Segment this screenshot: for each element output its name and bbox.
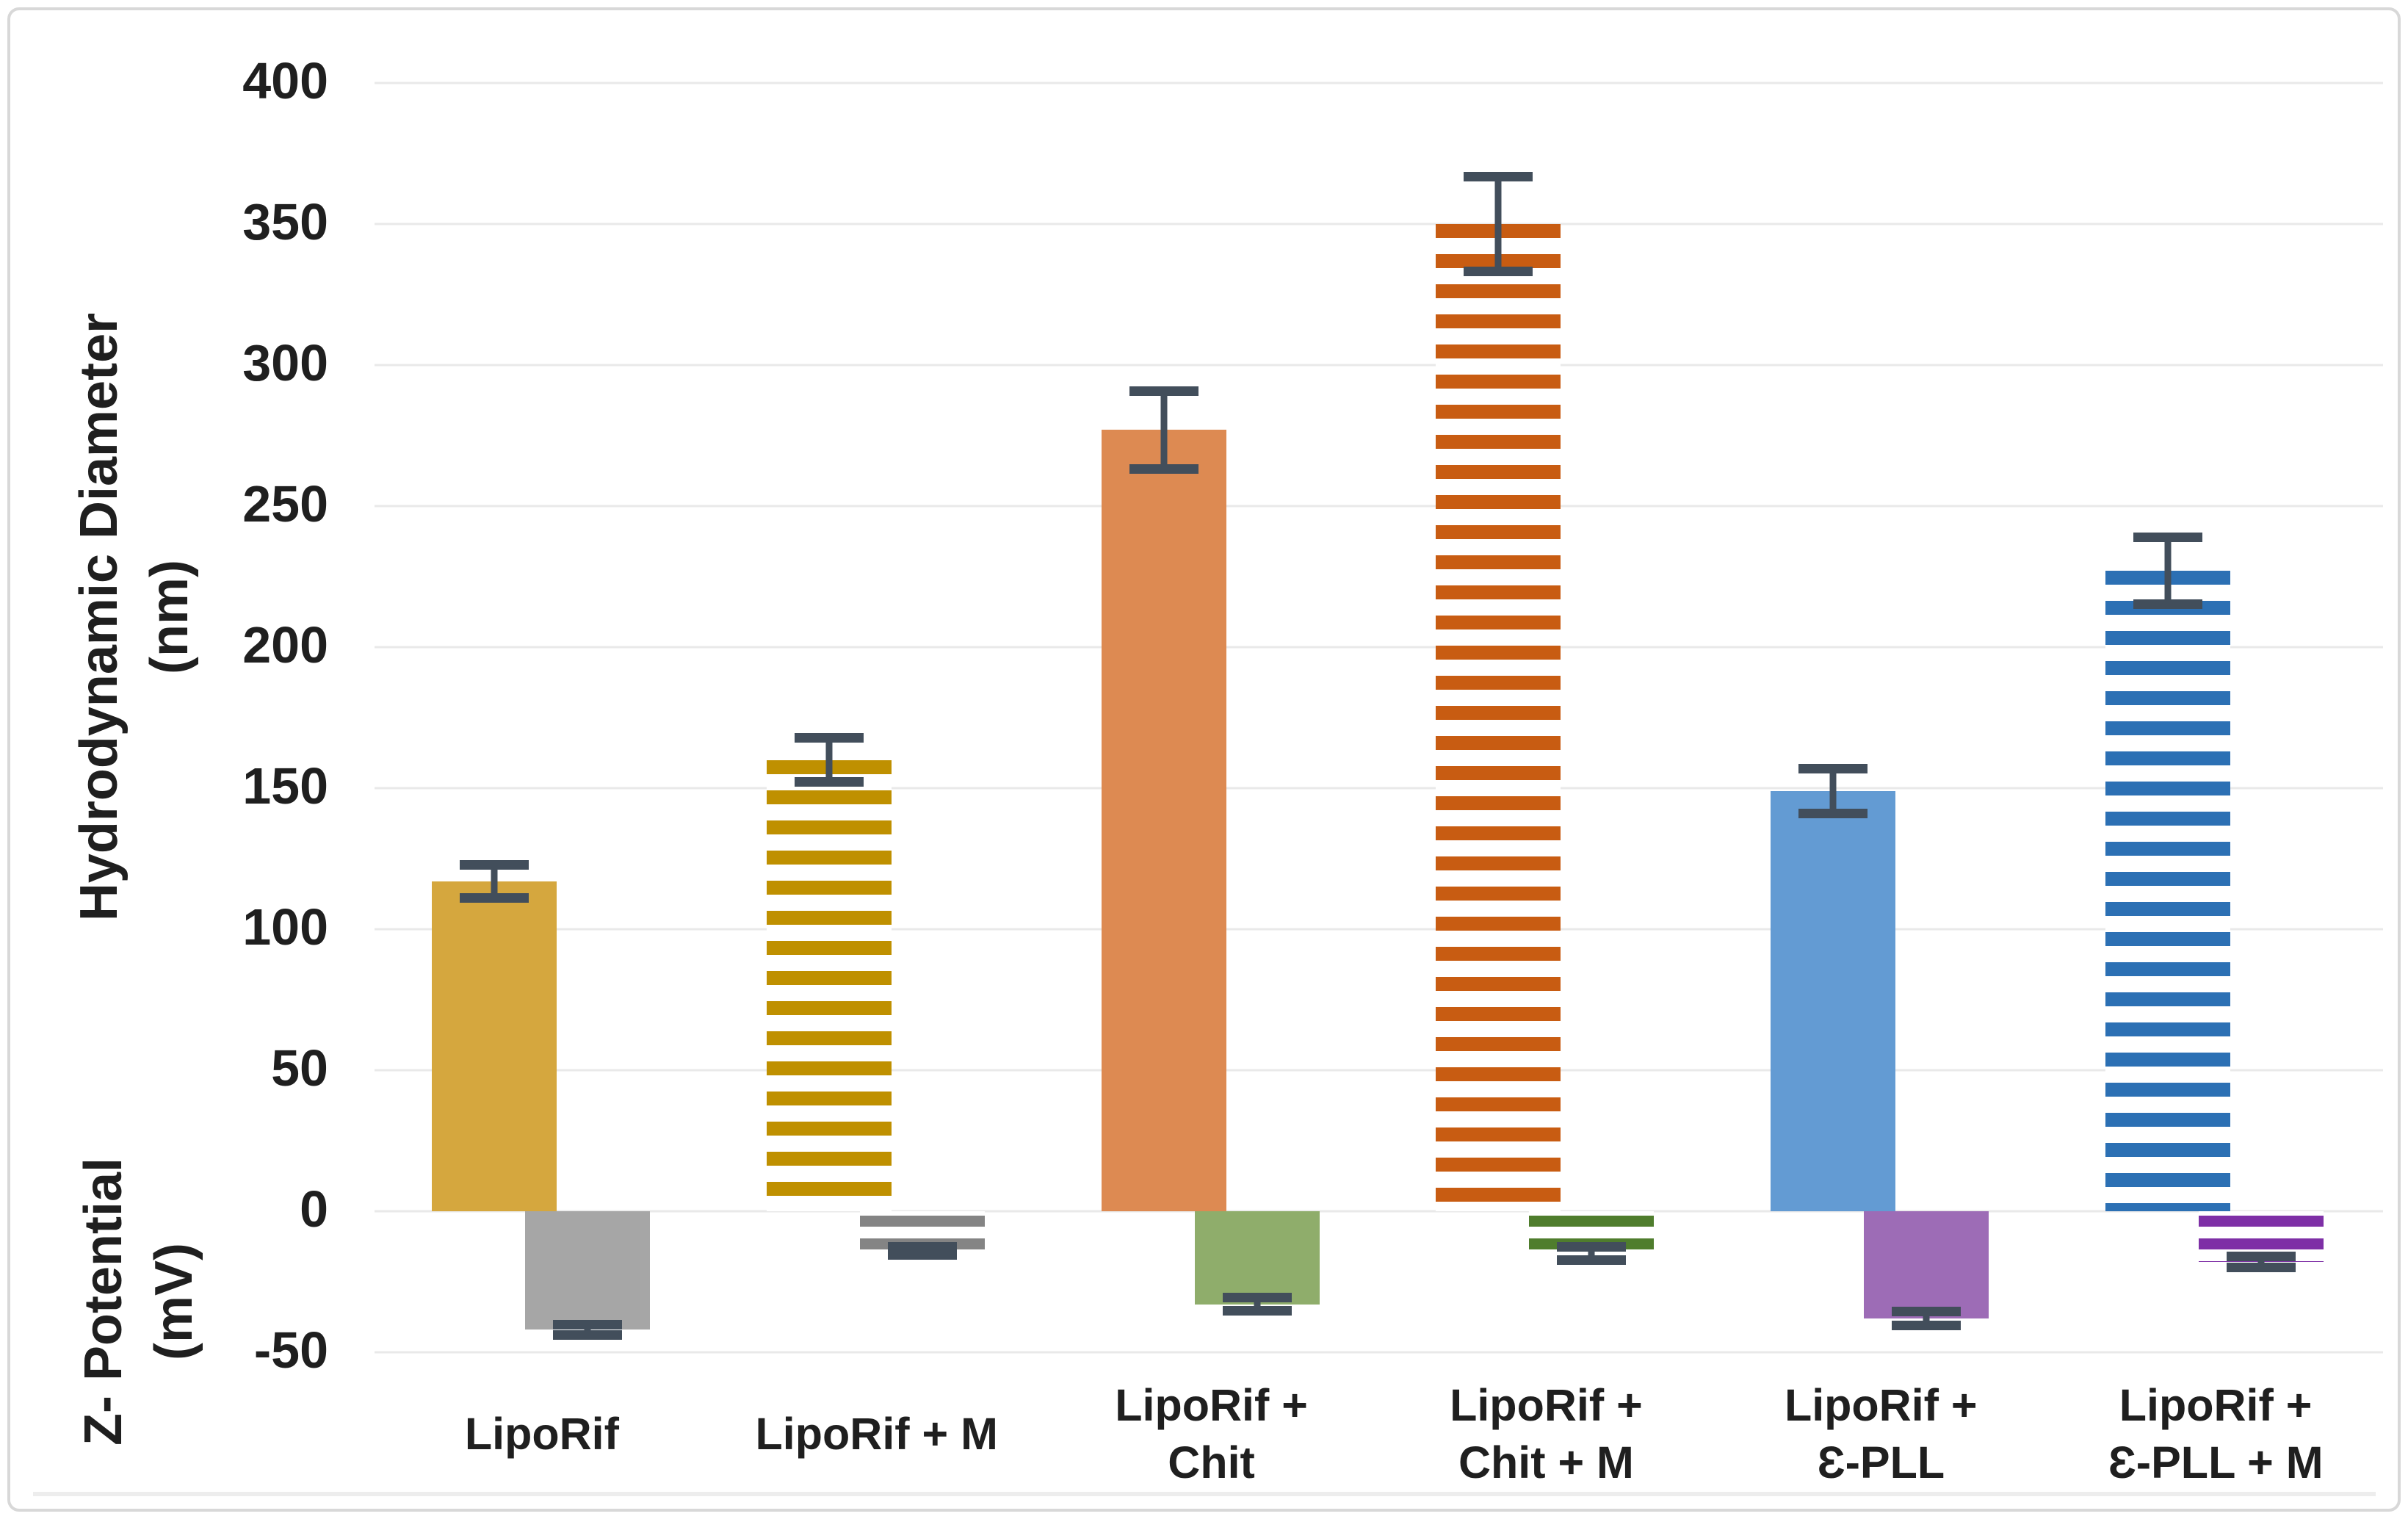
error-bar-cap-top [1892, 1307, 1962, 1317]
error-bar-cap-bottom [1892, 1320, 1962, 1330]
y-tick-label-250: 250 [242, 475, 328, 533]
error-bar-diameter-liporif [459, 859, 529, 903]
bar-diameter-liporif-chit-m [1436, 224, 1561, 1211]
bar-diameter-liporif-pll-m [2105, 571, 2231, 1211]
gridline-150 [375, 787, 2383, 790]
error-bar-stem [1923, 1311, 1930, 1326]
error-bar-cap-bottom [1557, 1255, 1627, 1266]
error-bar-stem [1588, 1246, 1595, 1261]
y-axis-title-diameter-line1: Hydrodynamic Diameter [70, 312, 129, 922]
bar-zeta-liporif [524, 1211, 650, 1330]
category-label-line: LipoRif + M [755, 1409, 998, 1459]
error-bar-cap-bottom [459, 892, 529, 903]
bar-diameter-liporif-chit [1101, 430, 1226, 1211]
category-label-line: Chit + M [1458, 1437, 1634, 1487]
error-bar-cap-bottom [1464, 267, 1533, 277]
bar-diameter-liporif [431, 881, 557, 1211]
gridline-0 [375, 1210, 2383, 1213]
error-bar-stem [1160, 390, 1168, 470]
error-bar-cap-top [887, 1242, 957, 1252]
gridline--50 [375, 1351, 2383, 1354]
y-tick-label-200: 200 [242, 616, 328, 674]
gridline-350 [375, 223, 2383, 225]
category-label-line: Ɛ-PLL [1817, 1437, 1945, 1487]
y-tick-label--50: -50 [253, 1321, 328, 1379]
category-label-liporif-chit-m: LipoRif + Chit + M [1370, 1375, 1722, 1493]
error-bar-diameter-liporif-pll [1798, 764, 1868, 818]
error-bar-stem [1254, 1297, 1261, 1312]
gridline-100 [375, 928, 2383, 931]
error-bar-zeta-liporif-m [887, 1242, 957, 1260]
error-bar-cap-top [1464, 171, 1533, 181]
error-bar-cap-top [552, 1319, 622, 1329]
gridline-300 [375, 364, 2383, 367]
error-bar-zeta-liporif-pll [1892, 1307, 1962, 1330]
error-bar-cap-bottom [887, 1249, 957, 1260]
gridline-200 [375, 646, 2383, 649]
category-label-line: LipoRif + [1450, 1380, 1643, 1430]
bar-diameter-liporif-pll [1771, 790, 1896, 1211]
error-bar-cap-bottom [2133, 599, 2203, 610]
y-tick-label-400: 400 [242, 52, 328, 110]
y-tick-label-300: 300 [242, 334, 328, 392]
category-label-line: LipoRif + [1115, 1380, 1308, 1430]
error-bar-diameter-liporif-m [794, 732, 864, 787]
error-bar-stem [584, 1324, 591, 1335]
axis-bottom-rule [33, 1492, 2376, 1496]
error-bar-cap-bottom [552, 1329, 622, 1340]
error-bar-cap-bottom [1798, 808, 1868, 818]
bar-diameter-liporif-m [766, 760, 892, 1211]
error-bar-stem [2257, 1256, 2265, 1268]
category-label-liporif: LipoRif [366, 1375, 718, 1493]
error-bar-cap-top [2227, 1252, 2296, 1262]
error-bar-cap-top [1798, 764, 1868, 774]
error-bar-stem [825, 737, 833, 783]
category-label-liporif-m: LipoRif + M [701, 1375, 1053, 1493]
gridline-400 [375, 82, 2383, 84]
bar-zeta-liporif-chit [1194, 1211, 1320, 1305]
y-axis-title-diameter: Hydrodynamic Diameter (nm) [64, 313, 205, 921]
y-tick-label-50: 50 [271, 1039, 328, 1097]
bar-zeta-liporif-pll [1864, 1211, 1989, 1318]
error-bar-cap-top [794, 732, 864, 743]
error-bar-cap-top [1129, 386, 1198, 396]
error-bar-zeta-liporif-chit-m [1557, 1242, 1627, 1266]
error-bar-cap-bottom [1222, 1306, 1292, 1316]
error-bar-stem [2164, 537, 2172, 605]
error-bar-stem [491, 864, 498, 898]
error-bar-stem [1829, 768, 1837, 814]
error-bar-zeta-liporif-pll-m [2227, 1252, 2296, 1272]
gridline-250 [375, 505, 2383, 508]
category-label-line: LipoRif + [2119, 1380, 2313, 1430]
error-bar-cap-top [459, 859, 529, 870]
gridline-50 [375, 1069, 2383, 1072]
category-label-line: LipoRif [464, 1409, 619, 1459]
y-tick-label-350: 350 [242, 193, 328, 251]
y-tick-label-100: 100 [242, 898, 328, 956]
category-label-line: Ɛ-PLL + M [2108, 1437, 2324, 1487]
category-label-liporif-pll-m: LipoRif + Ɛ-PLL + M [2039, 1375, 2392, 1493]
category-label-liporif-chit: LipoRif + Chit [1035, 1375, 1388, 1493]
error-bar-diameter-liporif-chit [1129, 386, 1198, 475]
category-label-line: Chit [1168, 1437, 1255, 1487]
y-tick-label-0: 0 [300, 1180, 328, 1238]
error-bar-cap-bottom [2227, 1262, 2296, 1272]
error-bar-cap-top [1222, 1293, 1292, 1303]
error-bar-diameter-liporif-pll-m [2133, 533, 2203, 610]
error-bar-cap-bottom [794, 777, 864, 787]
error-bar-cap-bottom [1129, 464, 1198, 475]
error-bar-cap-top [1557, 1242, 1627, 1252]
y-axis-title-zeta-line1: Ζ- Potential [74, 1158, 133, 1446]
error-bar-diameter-liporif-chit-m [1464, 171, 1533, 277]
y-tick-label-150: 150 [242, 757, 328, 815]
error-bar-zeta-liporif [552, 1319, 622, 1340]
category-label-line: LipoRif + [1784, 1380, 1978, 1430]
error-bar-zeta-liporif-chit [1222, 1293, 1292, 1316]
error-bar-stem [1494, 176, 1502, 273]
category-label-liporif-pll: LipoRif + Ɛ-PLL [1704, 1375, 2057, 1493]
error-bar-cap-top [2133, 533, 2203, 543]
